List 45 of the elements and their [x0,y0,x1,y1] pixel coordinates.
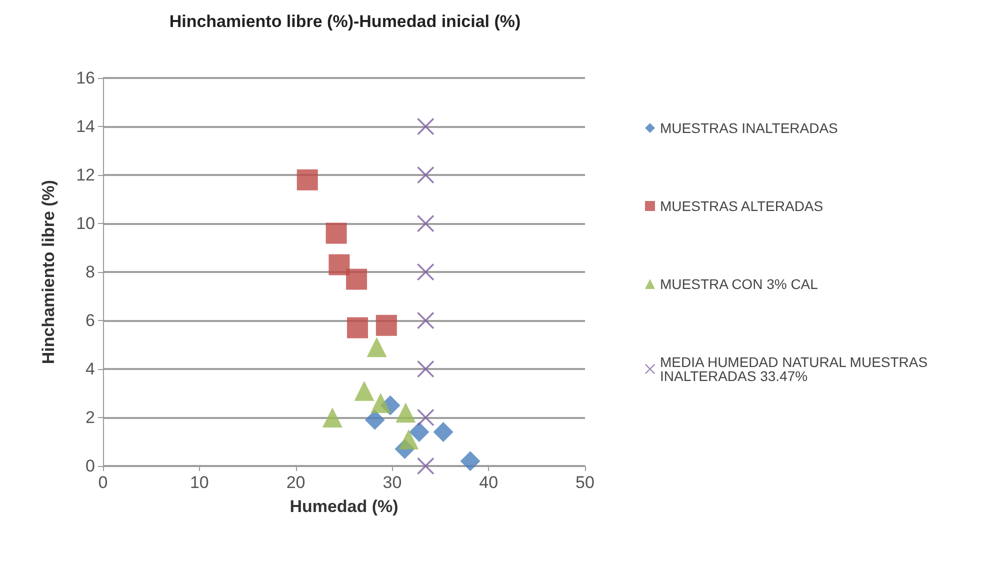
point [296,169,318,190]
point [328,254,350,276]
point [417,264,434,280]
x-tick-label: 50 [576,473,594,492]
point [417,118,434,135]
y-tick-label: 10 [76,214,95,233]
legend-label: MUESTRAS INALTERADAS [660,120,838,136]
point [346,268,368,290]
point [396,402,416,423]
y-axis-title: Hinchamiento libre (%) [39,180,58,364]
y-tick-label: 14 [76,117,95,136]
y-tick-label: 8 [86,262,95,282]
point [417,360,434,378]
point [417,166,434,184]
y-tick-label: 16 [76,68,95,88]
point [370,392,391,413]
point [460,451,480,472]
point [366,337,387,358]
y-tick-label: 0 [86,456,95,476]
y-tick-label: 4 [86,360,95,378]
x-tick-label: 10 [190,473,209,492]
point [417,409,434,426]
point [322,408,342,428]
point [376,314,397,336]
point [354,380,374,401]
point [398,429,419,450]
y-tick-label: 2 [86,408,95,427]
point [346,317,368,338]
x-tick-label: 0 [98,473,108,492]
x-tick-label: 40 [479,473,498,492]
x-axis-title: Humedad (%) [290,497,398,516]
point [417,458,434,474]
legend-label: MUESTRAS ALTERADAS [660,198,824,214]
x-tick-label: 30 [382,473,402,492]
chart-title: Hinchamiento libre (%)-Humedad inicial (%) [169,12,521,31]
legend-label: MUESTRA CON 3% CAL [660,276,818,292]
point [417,215,434,232]
y-tick-label: 12 [76,166,95,184]
point [326,222,347,244]
point [417,312,434,329]
legend-label: MEDIA HUMEDAD NATURAL MUESTRAS INALTERADAS 33.47% [660,354,932,384]
point [409,422,430,442]
x-tick-label: 20 [286,473,306,492]
y-tick-label: 6 [86,311,95,330]
point [433,422,454,442]
